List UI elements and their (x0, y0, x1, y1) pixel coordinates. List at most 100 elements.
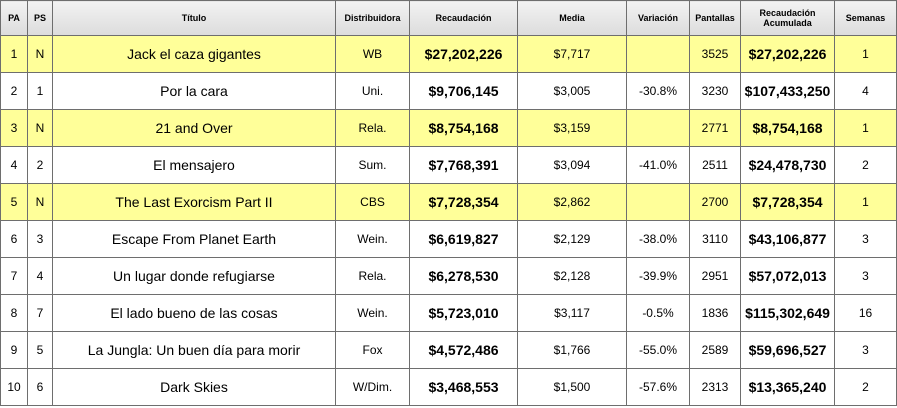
cell-weeks: 2 (834, 368, 897, 406)
header-title: Título (52, 0, 336, 36)
cell-pa: 5 (0, 183, 28, 221)
cell-total: $7,728,354 (740, 183, 835, 221)
cell-weeks: 3 (834, 331, 897, 369)
cell-pa: 7 (0, 257, 28, 295)
header-change: Variación (626, 0, 690, 36)
header-total: Recaudación Acumulada (740, 0, 835, 36)
cell-screens: 2700 (689, 183, 741, 221)
cell-distributor: WB (335, 35, 410, 73)
cell-total: $8,754,168 (740, 109, 835, 147)
cell-ps: 3 (27, 220, 53, 258)
cell-pa: 4 (0, 146, 28, 184)
cell-pa: 9 (0, 331, 28, 369)
header-average: Media (517, 0, 627, 36)
cell-ps: 7 (27, 294, 53, 332)
cell-distributor: Fox (335, 331, 410, 369)
cell-screens: 2511 (689, 146, 741, 184)
cell-total: $57,072,013 (740, 257, 835, 295)
cell-average: $3,117 (517, 294, 627, 332)
cell-title: Escape From Planet Earth (52, 220, 336, 258)
header-weeks: Semanas (834, 0, 897, 36)
cell-average: $2,128 (517, 257, 627, 295)
cell-title: El mensajero (52, 146, 336, 184)
cell-title: La Jungla: Un buen día para morir (52, 331, 336, 369)
header-screens: Pantallas (689, 0, 741, 36)
cell-ps: N (27, 109, 53, 147)
cell-change: -39.9% (626, 257, 690, 295)
cell-average: $1,500 (517, 368, 627, 406)
table-body: 1 N Jack el caza gigantes WB $27,202,226 $7,7… (0, 35, 897, 406)
cell-total: $27,202,226 (740, 35, 835, 73)
cell-weeks: 4 (834, 72, 897, 110)
cell-pa: 6 (0, 220, 28, 258)
cell-gross: $6,278,530 (409, 257, 518, 295)
cell-total: $115,302,649 (740, 294, 835, 332)
cell-average: $3,159 (517, 109, 627, 147)
cell-average: $1,766 (517, 331, 627, 369)
cell-gross: $9,706,145 (409, 72, 518, 110)
cell-title: Jack el caza gigantes (52, 35, 336, 73)
cell-distributor: Wein. (335, 294, 410, 332)
cell-ps: 4 (27, 257, 53, 295)
cell-title: 21 and Over (52, 109, 336, 147)
cell-change: -57.6% (626, 368, 690, 406)
table-row: 9 5 La Jungla: Un buen día para morir Fox $4… (0, 331, 897, 369)
cell-screens: 2771 (689, 109, 741, 147)
cell-distributor: CBS (335, 183, 410, 221)
cell-screens: 3525 (689, 35, 741, 73)
cell-total: $13,365,240 (740, 368, 835, 406)
cell-gross: $7,728,354 (409, 183, 518, 221)
cell-distributor: Rela. (335, 257, 410, 295)
cell-change: -0.5% (626, 294, 690, 332)
cell-change: -41.0% (626, 146, 690, 184)
table-row: 7 4 Un lugar donde refugiarse Rela. $6,278,5… (0, 257, 897, 295)
cell-weeks: 1 (834, 109, 897, 147)
cell-ps: 5 (27, 331, 53, 369)
header-total-line1: Recaudación (759, 8, 816, 18)
cell-pa: 10 (0, 368, 28, 406)
header-gross: Recaudación (409, 0, 518, 36)
cell-title: Un lugar donde refugiarse (52, 257, 336, 295)
cell-title: The Last Exorcism Part II (52, 183, 336, 221)
cell-distributor: Rela. (335, 109, 410, 147)
cell-average: $3,005 (517, 72, 627, 110)
table-row: 2 1 Por la cara Uni. $9,706,145 $3,005 -30.8% 3… (0, 72, 897, 110)
cell-total: $107,433,250 (740, 72, 835, 110)
cell-weeks: 3 (834, 257, 897, 295)
cell-ps: 6 (27, 368, 53, 406)
header-ps: PS (27, 0, 53, 36)
table-row: 4 2 El mensajero Sum. $7,768,391 $3,094 -41.0%… (0, 146, 897, 184)
cell-gross: $3,468,553 (409, 368, 518, 406)
cell-average: $3,094 (517, 146, 627, 184)
cell-screens: 2313 (689, 368, 741, 406)
cell-weeks: 2 (834, 146, 897, 184)
cell-ps: N (27, 35, 53, 73)
cell-distributor: Uni. (335, 72, 410, 110)
table-row: 8 7 El lado bueno de las cosas Wein. $5,723,… (0, 294, 897, 332)
cell-screens: 1836 (689, 294, 741, 332)
cell-ps: 2 (27, 146, 53, 184)
cell-gross: $6,619,827 (409, 220, 518, 258)
table-row: 5 N The Last Exorcism Part II CBS $7,728,354… (0, 183, 897, 221)
cell-total: $43,106,877 (740, 220, 835, 258)
table-row: 3 N 21 and Over Rela. $8,754,168 $3,159 2771 $8… (0, 109, 897, 147)
cell-weeks: 1 (834, 183, 897, 221)
cell-total: $59,696,527 (740, 331, 835, 369)
cell-distributor: W/Dim. (335, 368, 410, 406)
cell-pa: 3 (0, 109, 28, 147)
cell-screens: 2589 (689, 331, 741, 369)
cell-gross: $8,754,168 (409, 109, 518, 147)
cell-total: $24,478,730 (740, 146, 835, 184)
cell-screens: 2951 (689, 257, 741, 295)
cell-gross: $5,723,010 (409, 294, 518, 332)
header-row: PA PS Título Distribuidora Recaudación M… (0, 0, 897, 36)
cell-change: -30.8% (626, 72, 690, 110)
header-distributor: Distribuidora (335, 0, 410, 36)
cell-change (626, 183, 690, 221)
cell-ps: 1 (27, 72, 53, 110)
cell-pa: 1 (0, 35, 28, 73)
cell-distributor: Sum. (335, 146, 410, 184)
cell-distributor: Wein. (335, 220, 410, 258)
table-row: 6 3 Escape From Planet Earth Wein. $6,619,82… (0, 220, 897, 258)
